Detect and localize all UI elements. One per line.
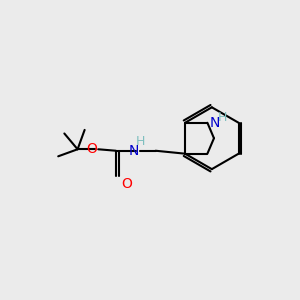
Text: N: N: [128, 144, 139, 158]
Text: N: N: [210, 116, 220, 130]
Text: H: H: [136, 135, 146, 148]
Text: O: O: [121, 177, 132, 191]
Text: H: H: [218, 111, 227, 124]
Text: O: O: [86, 142, 97, 156]
